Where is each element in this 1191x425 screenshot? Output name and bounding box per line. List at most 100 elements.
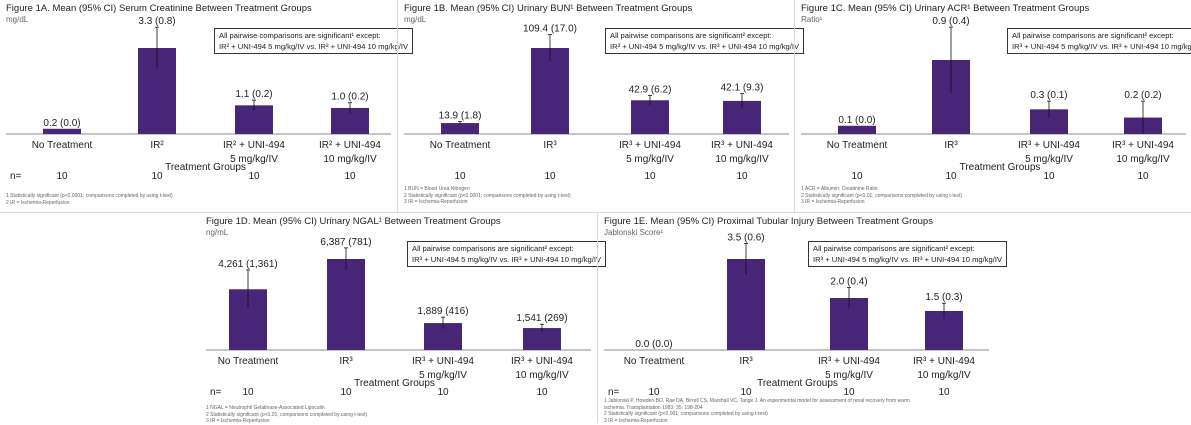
n-value-2: 10 [945,171,957,182]
category-label-3: IR³ + UNI-494 [412,356,474,367]
significance-callout: All pairwise comparisons are significant… [605,28,805,54]
bar-3 [631,100,669,134]
error-bar-3 [847,287,851,309]
footnote-2: 2 Statistically significant (p<0.01; com… [801,192,963,199]
bar-chart: 13.9 (1.8) No Treatment 10 109.4 (17.0) IR³ 1… [404,24,789,182]
footnotes: 1 ACR = Albumin: Creatinine Ratio 2 Stat… [801,186,962,206]
category-sublabel-4: 10 mg/kg/IV [715,154,769,165]
category-label-2: IR³ [944,140,958,151]
value-label-1: 0.2 (0.0) [43,118,80,129]
n-value-2: 10 [740,387,752,398]
x-axis-title: Treatment Groups [354,378,435,389]
bar-chart: 0.2 (0.0) No Treatment 10 3.3 (0.8) IR² 10 1.1… [6,16,391,182]
callout-line-1: All pairwise comparisons are significant… [610,31,772,40]
x-axis-title: Treatment Groups [165,162,246,173]
value-label-3: 1.1 (0.2) [235,89,272,100]
bar-chart: 0.0 (0.0) No Treatment 10 3.5 (0.6) IR³ 10 2.0… [604,232,989,398]
error-bar-1 [458,121,462,125]
value-label-1: 0.1 (0.0) [838,115,875,126]
footnote-3: 2 Statistically significant (p<0.001; co… [604,411,768,417]
value-label-3: 1,889 (416) [417,306,468,317]
callout-line-1: All pairwise comparisons are significant… [412,244,574,253]
value-label-2: 3.3 (0.8) [138,16,175,27]
callout-line-1: All pairwise comparisons are significant… [219,31,381,40]
callout-line-1: All pairwise comparisons are significant… [1012,31,1174,40]
footnote-2: 2 Statistically significant (p<0.0001; c… [404,192,571,199]
n-value-1: 10 [851,171,863,182]
bar-1 [43,128,81,134]
footnotes: 1 BUN = Blood Urea Nitrogen 2 Statistica… [404,186,571,206]
category-sublabel-3: 5 mg/kg/IV [419,370,467,381]
x-axis-title: Treatment Groups [960,162,1041,173]
chart-panel-1d: Figure 1D. Mean (95% CI) Urinary NGAL¹ B… [200,213,607,425]
n-value-3: 10 [248,171,260,182]
category-sublabel-4: 10 mg/kg/IV [917,370,971,381]
n-value-1: 10 [454,171,466,182]
footnote-3: 3 IR = Ischemia-Reperfusion [801,199,865,205]
significance-callout: All pairwise comparisons are significant… [1007,28,1191,54]
category-sublabel-3: 5 mg/kg/IV [230,154,278,165]
footnote-2: ischemia. Transplantation 1983; 35: 198-… [604,404,703,411]
category-label-1: No Treatment [624,356,685,367]
callout-line-2: IR² + UNI-494 5 mg/kg/IV vs. IR² + UNI-4… [219,42,409,51]
category-sublabel-3: 5 mg/kg/IV [626,154,674,165]
value-label-4: 0.2 (0.2) [1124,90,1161,101]
category-label-4: IR³ + UNI-494 [711,140,773,151]
footnote-3: 3 IR = Ischemia-Reperfusion [206,418,270,424]
error-bar-3 [1047,100,1051,118]
category-label-1: No Treatment [218,356,279,367]
category-sublabel-3: 5 mg/kg/IV [1025,154,1073,165]
error-bar-2 [744,242,748,275]
n-value-3: 10 [843,387,855,398]
n-label: n= [10,171,22,182]
category-label-3: IR³ + UNI-494 [818,356,880,367]
n-value-4: 10 [536,387,548,398]
value-label-4: 42.1 (9.3) [721,83,764,94]
chart-panel-1a: Figure 1A. Mean (95% CI) Serum Creatinin… [0,0,414,212]
chart-panel-1c: Figure 1C. Mean (95% CI) Urinary ACR¹ Be… [794,0,1191,212]
category-label-2: IR³ [543,140,557,151]
footnote-3: 3 IR = Ischemia-Reperfusion [404,199,468,205]
value-label-3: 0.3 (0.1) [1030,90,1067,101]
category-label-1: No Treatment [32,140,93,151]
n-value-4: 10 [1137,171,1149,182]
n-label: n= [608,387,620,398]
error-bar-4 [942,302,946,319]
bar-2 [327,259,365,350]
error-bar-2 [548,34,552,62]
footnote-1: 1 ACR = Albumin: Creatinine Ratio [801,186,878,192]
value-label-2: 109.4 (17.0) [523,24,577,35]
callout-line-2: IR³ + UNI-494 5 mg/kg/IV vs. IR³ + UNI-4… [1012,42,1191,51]
significance-callout: All pairwise comparisons are significant… [808,241,1008,267]
footnotes: 1 Statistically significant (p<0.0001; c… [6,193,173,206]
chart-panel-1e: Figure 1E. Mean (95% CI) Proximal Tubula… [597,213,1008,424]
footnotes: 1 Jablonski P, Howden BO, Rae DA, Birrel… [604,398,910,424]
n-value-1: 10 [242,387,254,398]
value-label-4: 1.5 (0.3) [925,292,962,303]
n-value-3: 10 [644,171,656,182]
value-label-1: 0.0 (0.0) [635,339,672,350]
value-label-4: 1.0 (0.2) [331,92,368,103]
n-value-3: 10 [437,387,449,398]
error-bar-3 [441,316,445,330]
value-label-2: 6,387 (781) [320,237,371,248]
footnote-1: 1 NGAL = Neutrophil Gelatinase-Associate… [206,405,325,411]
value-label-2: 0.9 (0.4) [932,16,969,27]
category-label-1: No Treatment [430,140,491,151]
category-label-4: IR³ + UNI-494 [511,356,573,367]
error-bar-2 [155,26,159,69]
row-separator [0,212,1191,213]
footnotes: 1 NGAL = Neutrophil Gelatinase-Associate… [206,405,367,425]
n-value-1: 10 [56,171,68,182]
category-sublabel-4: 10 mg/kg/IV [1116,154,1170,165]
footnote-2: 2 IR = Ischemia-Reperfusion [6,199,70,206]
callout-line-1: All pairwise comparisons are significant… [813,244,975,253]
footnote-1: 1 Jablonski P, Howden BO, Rae DA, Birrel… [604,398,910,404]
chart-title: Figure 1A. Mean (95% CI) Serum Creatinin… [6,3,312,14]
n-value-2: 10 [544,171,556,182]
category-label-2: IR³ [339,356,353,367]
chart-title: Figure 1B. Mean (95% CI) Urinary BUN¹ Be… [404,3,693,14]
significance-callout: All pairwise comparisons are significant… [407,241,607,267]
category-label-2: IR² [150,140,164,151]
footnote-1: 1 BUN = Blood Urea Nitrogen [404,186,470,192]
